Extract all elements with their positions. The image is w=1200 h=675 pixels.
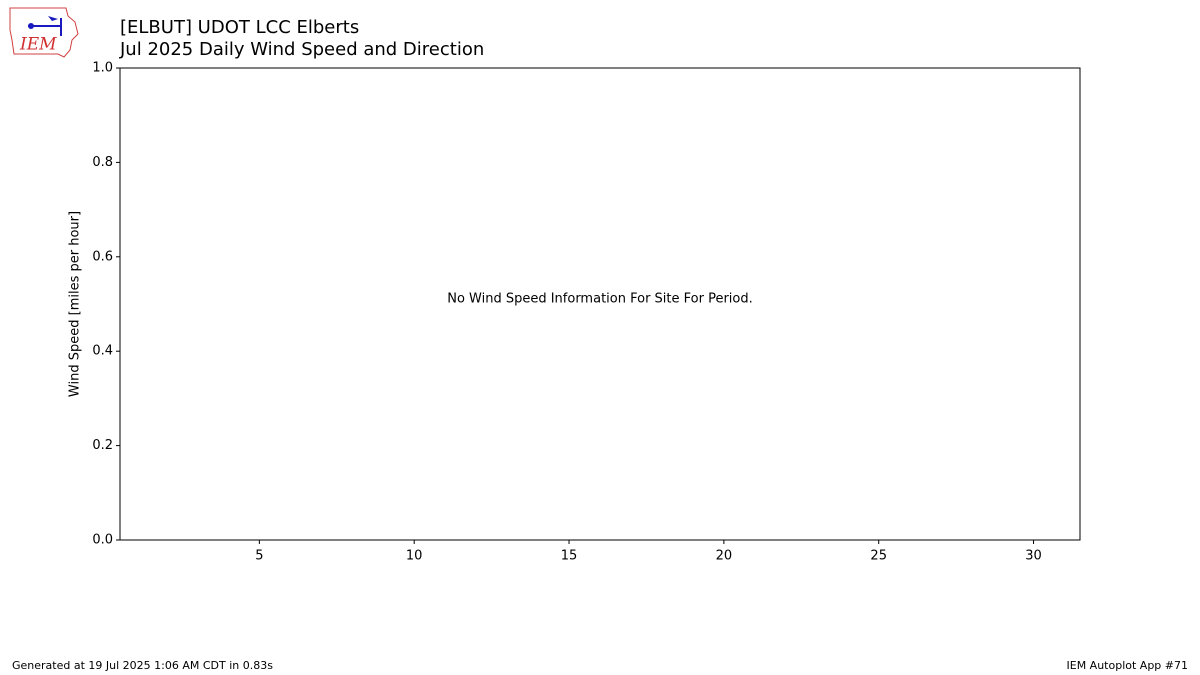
plot-frame (119, 67, 1081, 541)
y-tick-label: 0.6 (92, 249, 113, 264)
footer-left: Generated at 19 Jul 2025 1:06 AM CDT in … (12, 659, 273, 672)
footer-right: IEM Autoplot App #71 (1067, 659, 1189, 672)
y-tick-label: 0.2 (92, 438, 113, 453)
x-tick-label: 20 (716, 549, 733, 564)
x-tick-label: 30 (1025, 549, 1042, 564)
y-tick-label: 0.0 (92, 533, 113, 548)
logo: IEM (9, 7, 79, 58)
y-tick-label: 1.0 (92, 61, 113, 76)
x-tick-label: 15 (561, 549, 578, 564)
annotation: No Wind Speed Information For Site For P… (447, 292, 753, 307)
x-tick-label: 25 (870, 549, 887, 564)
x-tick-label: 5 (255, 549, 263, 564)
chart-title: [ELBUT] UDOT LCC Elberts (120, 17, 359, 38)
y-tick-label: 0.4 (92, 344, 113, 359)
x-tick-label: 10 (406, 549, 423, 564)
chart-subtitle: Jul 2025 Daily Wind Speed and Direction (119, 39, 484, 60)
y-axis-label: Wind Speed [miles per hour] (68, 211, 83, 397)
logo-text: IEM (19, 35, 57, 55)
y-tick-label: 0.8 (92, 155, 113, 170)
